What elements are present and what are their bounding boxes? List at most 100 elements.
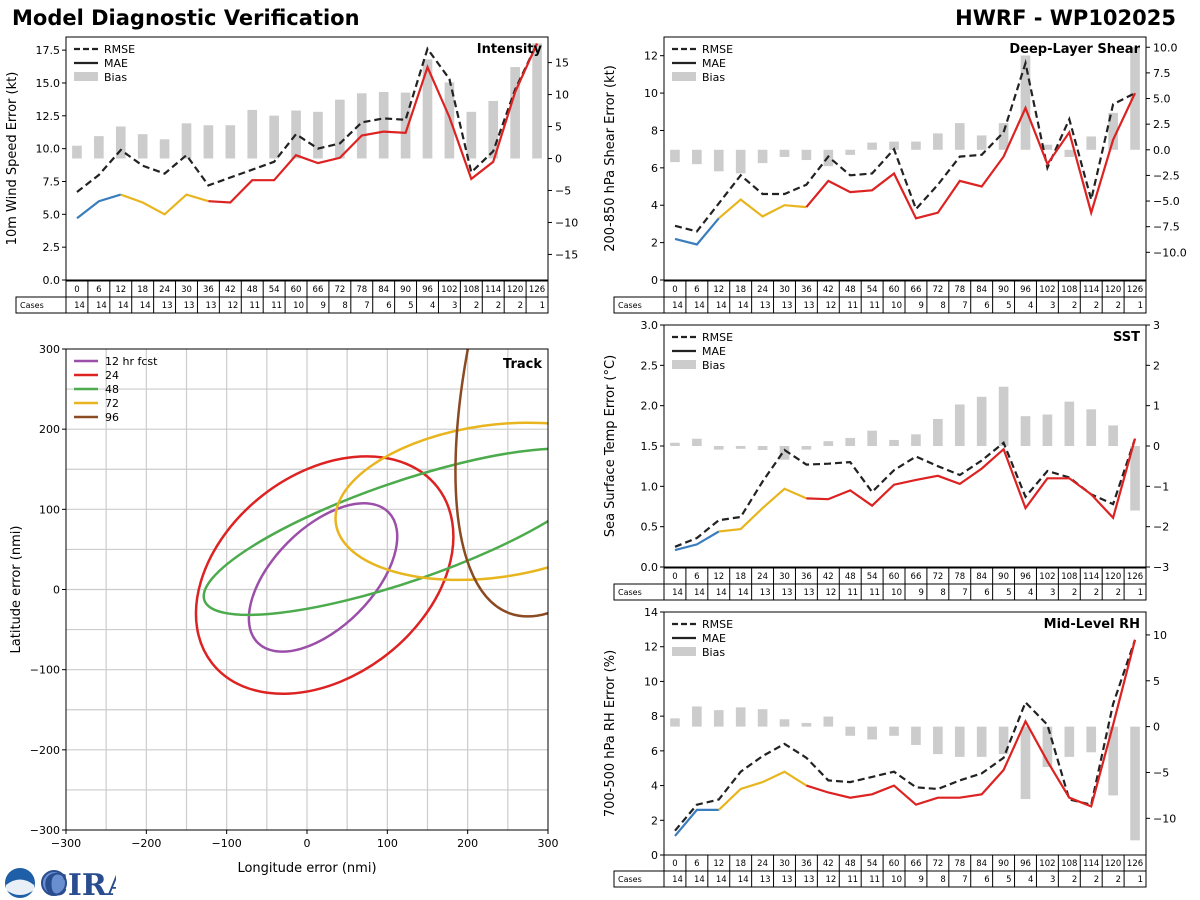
- y-axis-label: 200-850 hPa Shear Error (kt): [603, 65, 618, 252]
- bias-bar: [867, 726, 877, 740]
- leadtime-label: 12: [713, 285, 724, 295]
- leadtime-label: 42: [823, 859, 834, 869]
- leadtime-label: 60: [889, 572, 900, 582]
- cases-value: 10: [891, 875, 902, 885]
- cases-value: 2: [1116, 875, 1121, 885]
- cases-value: 2: [1094, 301, 1099, 311]
- bias-bar: [1020, 416, 1031, 446]
- cases-value: 10: [891, 588, 902, 598]
- cases-value: 14: [672, 588, 683, 598]
- cases-value: 3: [1050, 875, 1055, 885]
- leadtime-label: 54: [867, 859, 878, 869]
- leadtime-label: 96: [422, 285, 433, 295]
- leadtime-label: 90: [998, 859, 1009, 869]
- cases-value: 2: [496, 301, 501, 311]
- cases-value: 8: [342, 301, 347, 311]
- error-ellipse: [194, 455, 455, 696]
- y-tick-label: 12: [644, 641, 658, 654]
- legend-mae-label: MAE: [104, 57, 128, 70]
- chart-track: −300 −200 −100 0 100 200 300 −300 −200 −100 0 100 20…: [9, 343, 559, 876]
- cases-value: 1: [1138, 301, 1143, 311]
- y2-tick-label: 1: [1153, 400, 1160, 413]
- bias-bar: [998, 726, 1009, 755]
- y2-tick-label: 10: [1153, 629, 1167, 642]
- leadtime-label: 30: [779, 572, 790, 582]
- mae-line-late: [208, 43, 539, 204]
- legend-bias-swatch: [672, 647, 696, 656]
- bias-bar: [735, 707, 746, 727]
- y2-tick-label: 15: [555, 57, 569, 70]
- cases-value: 5: [1006, 875, 1011, 885]
- y-axis-label: Sea Surface Temp Error (°C): [603, 355, 618, 537]
- leadtime-label: 78: [356, 285, 367, 295]
- y2-tick-label: 7.5: [1153, 67, 1171, 80]
- bias-bar: [137, 134, 148, 159]
- cases-row: [613, 583, 1147, 601]
- cases-value: 11: [249, 301, 260, 311]
- bias-bar: [400, 92, 411, 159]
- leadtime-label: 90: [400, 285, 411, 295]
- bias-bar: [845, 149, 856, 155]
- cases-value: 14: [716, 875, 727, 885]
- y2-tick-label: −10: [555, 216, 578, 229]
- cases-value: 14: [672, 875, 683, 885]
- cases-value: 4: [1028, 875, 1033, 885]
- cases-value: 14: [694, 875, 705, 885]
- cases-value: 14: [716, 588, 727, 598]
- cases-value: 13: [760, 875, 771, 885]
- leadtime-label: 84: [976, 859, 987, 869]
- leadtime-label: 6: [694, 285, 699, 295]
- bias-bar: [670, 442, 680, 446]
- leadtime-label: 48: [247, 285, 258, 295]
- y2-tick-label: 2.5: [1153, 118, 1171, 131]
- y2-tick-label: −5.0: [1153, 195, 1180, 208]
- bias-bar: [1042, 726, 1053, 767]
- bias-bar: [845, 726, 856, 736]
- cases-value: 1: [540, 301, 545, 311]
- bias-bar: [1086, 726, 1097, 753]
- y-tick-label: 17.5: [36, 44, 61, 57]
- bias-bar: [94, 136, 104, 159]
- bias-bar: [779, 719, 790, 727]
- bias-bar: [933, 133, 943, 150]
- y-tick-label: 4: [651, 199, 658, 212]
- leadtime-label: 96: [1020, 285, 1031, 295]
- y2-tick-label: 0: [1153, 721, 1160, 734]
- leadtime-label: 102: [1039, 285, 1055, 295]
- y2-tick-label: 5: [555, 121, 562, 134]
- legend-bias-label: Bias: [104, 71, 127, 84]
- bias-bar: [1108, 112, 1118, 150]
- leadtime-label: 84: [976, 572, 987, 582]
- bias-bar: [954, 726, 965, 757]
- cases-value: 8: [940, 875, 945, 885]
- mae-line-early: [674, 808, 719, 837]
- cases-value: 11: [847, 301, 858, 311]
- bias-bar: [911, 726, 921, 745]
- bias-bar: [692, 149, 702, 165]
- leadtime-label: 24: [757, 572, 768, 582]
- cases-value: 13: [804, 588, 815, 598]
- y2-tick-label: −5: [1153, 766, 1169, 779]
- cases-value: 5: [408, 301, 413, 311]
- mae-line-mid: [120, 193, 209, 216]
- legend-mae-label: MAE: [702, 345, 726, 358]
- leadtime-label: 78: [954, 572, 965, 582]
- bias-bar: [1064, 726, 1075, 757]
- cases-value: 13: [206, 301, 217, 311]
- mae-line-early: [674, 217, 720, 246]
- leadtime-label: 72: [932, 285, 943, 295]
- bias-bar: [1042, 414, 1053, 446]
- x-axis-label: Longitude error (nmi): [237, 861, 376, 876]
- bias-bar: [976, 726, 987, 757]
- y2-tick-label: −10: [1153, 812, 1176, 825]
- cases-value: 6: [386, 301, 391, 311]
- y-tick-label: 4: [651, 780, 658, 793]
- y-tick-label: 0.0: [43, 274, 61, 287]
- bias-bar: [801, 722, 812, 727]
- leadtime-label: 12: [115, 285, 126, 295]
- bias-bar: [269, 115, 279, 159]
- bias-bar: [356, 93, 367, 159]
- y2-tick-label: −2: [1153, 521, 1169, 534]
- cases-value: 9: [918, 301, 923, 311]
- bias-bar: [532, 43, 542, 159]
